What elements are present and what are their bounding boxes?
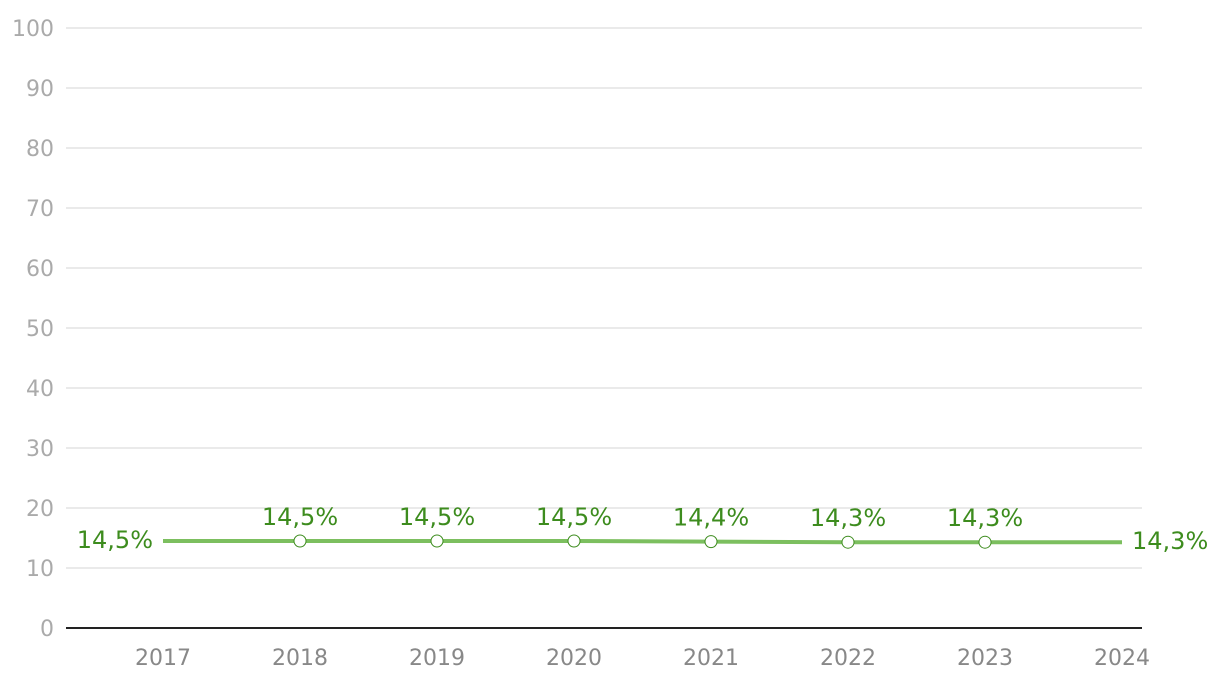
y-tick-label: 0 (40, 617, 54, 642)
x-tick-label: 2017 (135, 646, 191, 671)
y-tick-label: 70 (26, 197, 54, 222)
value-label: 14,5% (399, 503, 475, 531)
point (430, 534, 444, 548)
value-label: 14,5% (77, 526, 153, 554)
value-label: 14,3% (1132, 527, 1208, 555)
y-tick-label: 20 (26, 497, 54, 522)
y-tick-label: 60 (26, 257, 54, 282)
y-tick-label: 100 (12, 17, 54, 42)
value-label: 14,5% (262, 503, 338, 531)
x-tick-label: 2018 (272, 646, 328, 671)
value-label: 14,3% (947, 504, 1023, 532)
value-label: 14,4% (673, 504, 749, 532)
y-tick-label: 10 (26, 557, 54, 582)
x-tick-label: 2019 (409, 646, 465, 671)
x-tick-label: 2024 (1094, 646, 1150, 671)
value-label: 14,5% (536, 503, 612, 531)
point (567, 534, 581, 548)
x-tick-label: 2020 (546, 646, 602, 671)
point (841, 535, 855, 549)
y-tick-label: 30 (26, 437, 54, 462)
point (293, 534, 307, 548)
point (978, 535, 992, 549)
value-label: 14,3% (810, 504, 886, 532)
y-tick-label: 50 (26, 317, 54, 342)
x-tick-label: 2022 (820, 646, 876, 671)
x-tick-label: 2021 (683, 646, 739, 671)
y-tick-label: 40 (26, 377, 54, 402)
line (163, 539, 1122, 545)
point (704, 535, 718, 549)
y-tick-label: 80 (26, 137, 54, 162)
x-tick-label: 2023 (957, 646, 1013, 671)
y-tick-label: 90 (26, 77, 54, 102)
